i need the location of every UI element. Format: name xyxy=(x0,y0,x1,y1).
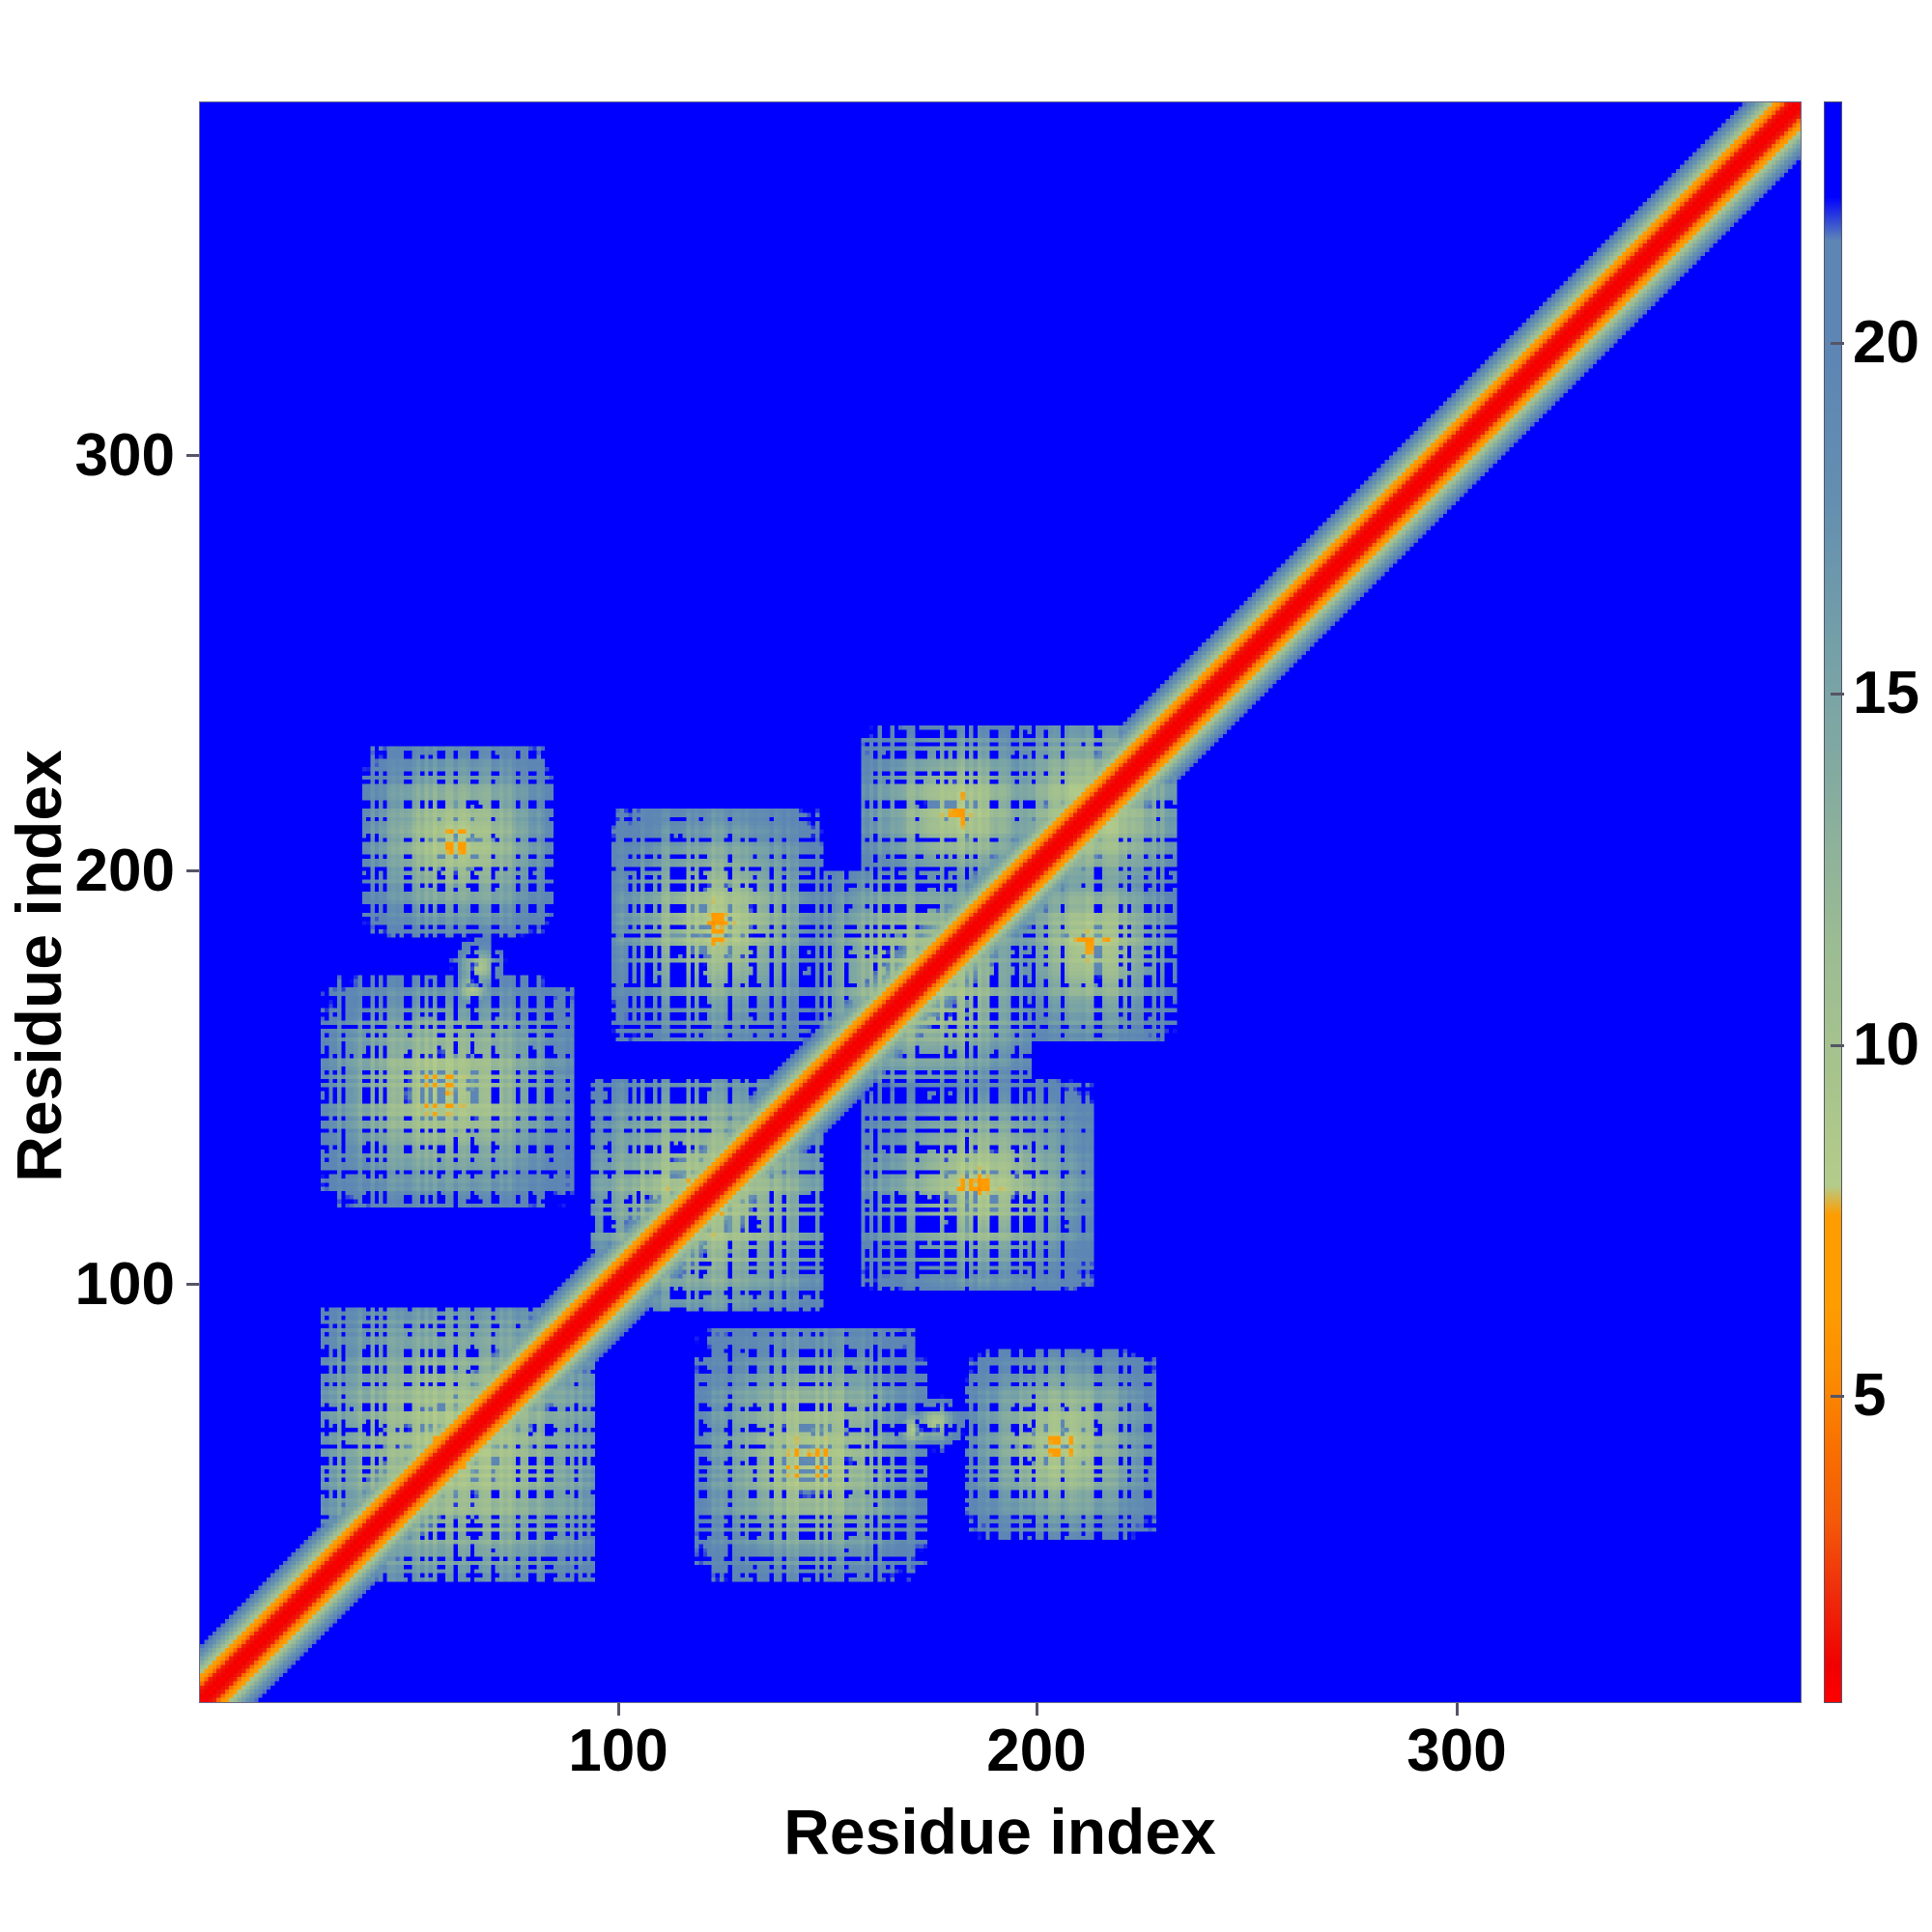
x-tick-mark-200 xyxy=(1036,1703,1038,1716)
x-axis-title: Residue index xyxy=(783,1796,1216,1867)
y-tick-mark-100 xyxy=(186,1283,199,1286)
colorbar-tick-label-15: 15 xyxy=(1853,660,1919,726)
colorbar xyxy=(1824,101,1842,1703)
colorbar-tick-mark-20 xyxy=(1831,342,1844,345)
heatmap-plot-area xyxy=(199,101,1802,1703)
colorbar-gradient xyxy=(1825,102,1841,1702)
x-tick-mark-300 xyxy=(1456,1703,1459,1716)
heatmap-canvas xyxy=(200,102,1801,1702)
colorbar-tick-label-10: 10 xyxy=(1853,1011,1919,1078)
y-tick-mark-200 xyxy=(186,869,199,872)
y-axis-title: Residue index xyxy=(3,750,74,1182)
x-tick-label-100: 100 xyxy=(568,1718,668,1784)
colorbar-tick-mark-15 xyxy=(1831,693,1844,696)
colorbar-tick-mark-5 xyxy=(1831,1395,1844,1398)
x-tick-label-200: 200 xyxy=(986,1718,1087,1784)
colorbar-tick-label-5: 5 xyxy=(1853,1362,1887,1429)
x-tick-label-300: 300 xyxy=(1406,1718,1507,1784)
y-tick-label-200: 200 xyxy=(74,838,175,904)
colorbar-tick-mark-10 xyxy=(1831,1044,1844,1047)
y-tick-label-300: 300 xyxy=(74,422,175,489)
y-tick-mark-300 xyxy=(186,454,199,457)
y-tick-label-100: 100 xyxy=(74,1251,175,1318)
colorbar-tick-label-20: 20 xyxy=(1853,309,1919,376)
x-tick-mark-100 xyxy=(617,1703,620,1716)
